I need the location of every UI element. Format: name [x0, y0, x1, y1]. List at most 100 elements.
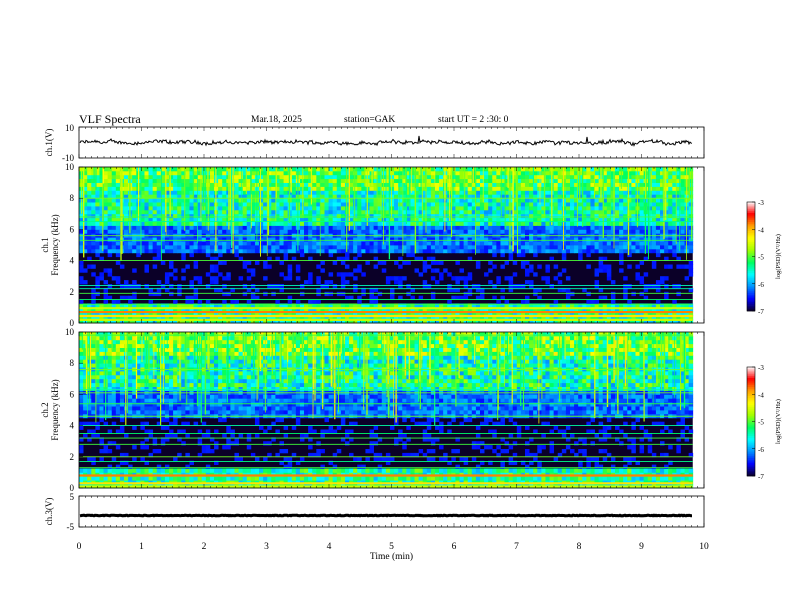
spectrogram-cell: [500, 245, 505, 250]
spectrogram-cell: [201, 225, 207, 230]
spectrogram-cell: [234, 245, 239, 250]
spectrogram-cell: [197, 237, 203, 242]
spectrogram-cell: [299, 217, 305, 222]
spectrogram-cell: [529, 167, 534, 172]
spectrogram-cell: [373, 237, 379, 242]
spectrogram-cell: [107, 217, 113, 222]
spectrogram-cell: [79, 248, 84, 254]
spectrogram-cell: [164, 221, 170, 226]
spectrogram-cell: [610, 209, 616, 215]
spectrogram-cell: [254, 315, 260, 320]
spectrogram-cell: [344, 256, 350, 261]
spectrogram-cell: [414, 268, 420, 273]
spectrogram-cell: [238, 167, 244, 172]
spectrogram-cell: [279, 194, 284, 199]
spectrogram-cell: [279, 319, 284, 324]
spectrogram-cell: [389, 202, 395, 207]
spectrogram-cell: [582, 217, 587, 222]
spectrogram-cell: [140, 170, 145, 176]
spectrogram-cell: [635, 303, 640, 308]
spectrogram-cell: [164, 217, 170, 222]
spectrogram-cell: [279, 182, 284, 187]
spectrogram-cell: [91, 182, 96, 187]
spectrogram-cell: [615, 315, 620, 320]
spectrogram-cell: [639, 190, 645, 195]
spectrogram-cell: [524, 245, 530, 250]
spectrogram-cell: [660, 206, 665, 211]
spectrogram-cell: [524, 319, 530, 324]
spectrogram-cell: [643, 284, 649, 289]
spectrogram-cell: [299, 245, 305, 250]
spectrogram-cell: [471, 190, 477, 195]
spectrogram-cell: [541, 307, 546, 312]
spectrogram-cell: [557, 213, 563, 219]
spectrogram-cell: [320, 303, 325, 308]
spectrogram-cell: [226, 303, 231, 308]
spectrogram-cell: [185, 186, 190, 191]
spectrogram-cell: [619, 202, 624, 207]
spectrogram-cell: [553, 209, 559, 215]
spectrogram-cell: [668, 311, 673, 316]
spectrogram-cell: [590, 229, 595, 234]
spectrogram-cell: [361, 194, 366, 199]
spectrogram-cell: [639, 182, 645, 187]
spectrogram-cell: [570, 186, 575, 191]
spectrogram-cell: [545, 241, 550, 246]
spectrogram-cell: [660, 182, 665, 187]
spectrogram-cell: [316, 221, 321, 226]
spectrogram-cell: [312, 319, 317, 324]
spectrogram-cell: [308, 311, 313, 316]
spectrogram-cell: [312, 213, 317, 219]
spectrogram-cell: [209, 186, 215, 191]
spectrogram-cell: [107, 206, 113, 211]
spectrogram-cell: [586, 252, 591, 258]
spectrogram-cell: [95, 206, 100, 211]
spectrogram-cell: [189, 307, 194, 312]
spectrogram-cell: [680, 237, 685, 242]
spectrogram-cell: [578, 248, 583, 254]
spectrogram-cell: [361, 225, 366, 230]
spectrogram-cell: [279, 178, 284, 183]
spectrogram-cell: [606, 225, 612, 230]
spectrogram-cell: [557, 248, 563, 254]
spectrogram-cell: [128, 299, 133, 304]
spectrogram-cell: [99, 256, 104, 261]
spectrogram-cell: [218, 319, 223, 324]
spectrogram-cell: [455, 213, 460, 219]
station-label: station=GAK: [344, 115, 396, 125]
spectrogram-cell: [414, 217, 420, 222]
spectrogram-cell: [688, 315, 694, 320]
spectrogram-cell: [95, 174, 100, 180]
spectrogram-cell: [385, 209, 391, 215]
spectrogram-cell: [91, 167, 96, 172]
spectrogram-cell: [140, 303, 145, 308]
spectrogram-cell: [664, 311, 669, 316]
spectrogram-cell: [111, 194, 117, 199]
spectrogram-cell: [660, 319, 665, 324]
spectrogram-cell: [672, 206, 677, 211]
spectrogram-cell: [328, 167, 334, 172]
spectrogram-cell: [422, 225, 428, 230]
spectrogram-cell: [214, 256, 219, 261]
spectrogram-cell: [259, 170, 264, 176]
spectrogram-cell: [218, 252, 223, 258]
spectrogram-cell: [369, 248, 374, 254]
spectrogram-cell: [209, 307, 215, 312]
spectrogram-cell: [410, 194, 415, 199]
spectrogram-cell: [647, 319, 653, 324]
y-tick-label: 10: [65, 123, 75, 133]
spectrogram-cell: [479, 221, 485, 226]
spectrogram-cell: [291, 217, 297, 222]
spectrogram-cell: [414, 248, 420, 254]
spectrogram-cell: [422, 268, 428, 273]
spectrogram-cell: [160, 194, 166, 199]
spectrogram-cell: [177, 315, 182, 320]
spectrogram-cell: [291, 182, 297, 187]
spectrogram-cell: [402, 202, 407, 207]
spectrogram-cell: [524, 299, 530, 304]
spectrogram-cell: [479, 182, 485, 187]
spectrogram-cell: [627, 186, 632, 191]
spectrogram-cell: [189, 213, 194, 219]
spectrogram-cell: [430, 209, 436, 215]
spectrogram-cell: [177, 229, 182, 234]
